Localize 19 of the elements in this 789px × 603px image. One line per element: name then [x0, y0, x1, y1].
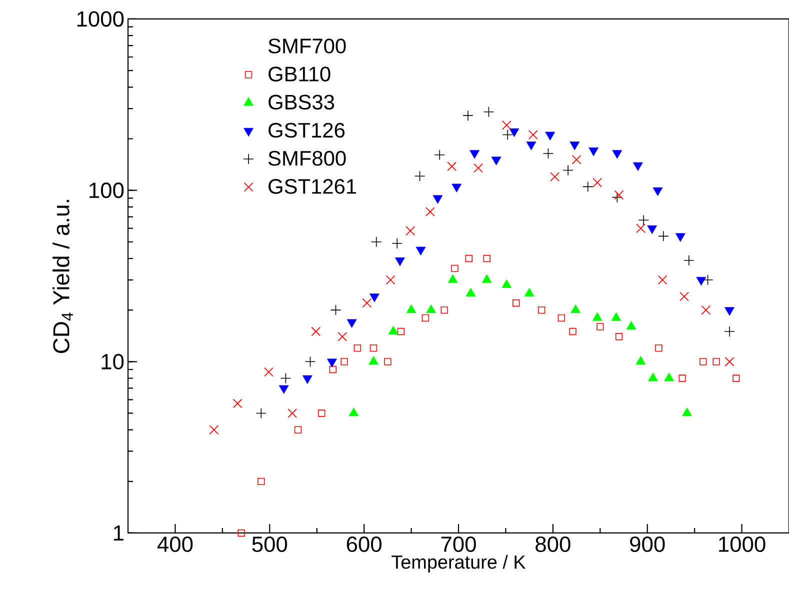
x-tick-label: 700	[441, 536, 476, 552]
x-tick-label: 1000	[719, 536, 766, 552]
legend-label: GBS33	[268, 94, 334, 110]
x-axis-title: Temperature / K	[392, 554, 526, 572]
x-tick-label: 600	[346, 536, 382, 552]
y-tick-label: 100	[90, 182, 124, 198]
y-axis-title: CD$_{4}$ Yield / a.u.	[52, 200, 73, 353]
y-tick-label: 10	[102, 354, 124, 370]
y-tick-label: 1000	[77, 11, 124, 27]
x-tick-label: 500	[252, 536, 288, 552]
legend-label: GB110	[268, 66, 330, 82]
text: SMF700	[268, 38, 346, 54]
x-tick-label: 400	[157, 536, 193, 552]
legend-label: GST126	[268, 122, 345, 138]
legend-label: SMF800	[268, 150, 346, 166]
x-tick-label: 800	[536, 536, 570, 552]
y-tick-label: 1	[114, 525, 124, 541]
x-tick-label: 900	[630, 536, 665, 552]
legend-label: GST1261	[268, 179, 356, 194]
